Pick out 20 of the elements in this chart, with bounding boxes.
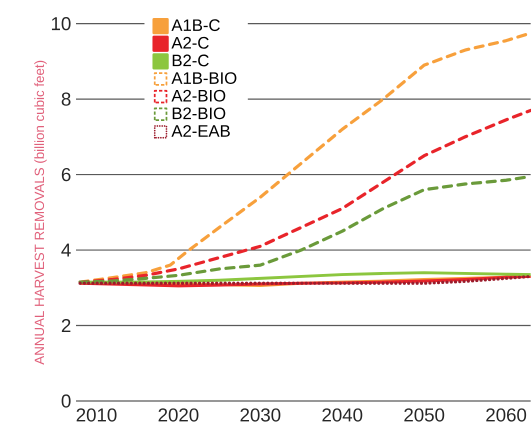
- legend-label: B2-BIO: [172, 107, 226, 120]
- legend-label: A2-C: [171, 36, 209, 49]
- legend-label: A1B-C: [171, 19, 220, 32]
- y-tick-label: 4: [61, 244, 71, 256]
- legend-label: A1B-BIO: [171, 72, 236, 84]
- legend-label: A2-EAB: [171, 125, 230, 137]
- x-tick-label: 2040: [322, 408, 362, 422]
- legend-label: A2-BIO: [171, 90, 226, 102]
- x-tick-label: 2060: [486, 408, 526, 422]
- y-tick-label: 10: [52, 17, 71, 30]
- x-tick-label: 2050: [404, 408, 444, 422]
- x-tick-label: 2020: [158, 408, 198, 422]
- x-tick-label: 2010: [76, 408, 117, 422]
- x-tick-label: 2030: [240, 408, 280, 422]
- y-tick-label: 6: [62, 168, 70, 182]
- y-tick-label: 8: [62, 92, 70, 106]
- y-tick-label: 2: [62, 318, 70, 332]
- legend-label: B2-C: [172, 54, 209, 66]
- y-tick-label: 0: [62, 394, 71, 408]
- y-axis-title: ANNUAL HARVEST REMOVALS (billion cubic feet): [34, 60, 47, 365]
